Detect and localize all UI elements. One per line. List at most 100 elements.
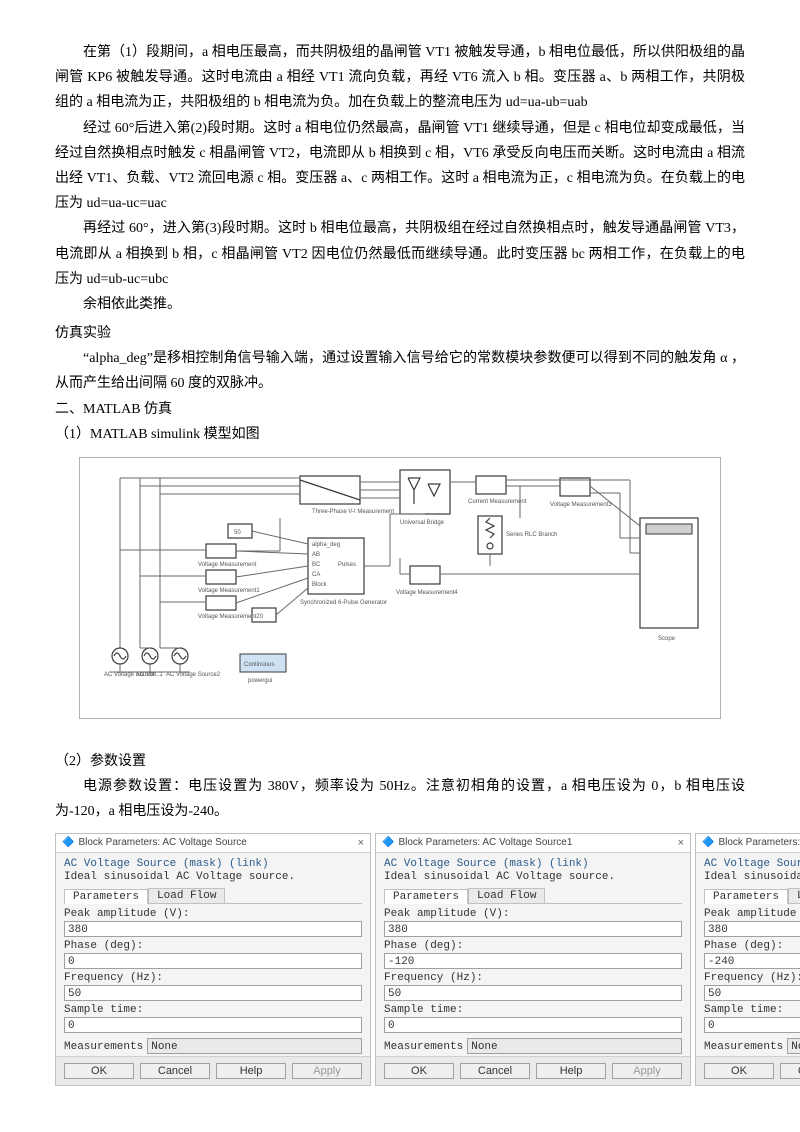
peak-label: Peak amplitude (V):	[64, 908, 362, 920]
heading-matlab: 二、MATLAB 仿真	[55, 397, 745, 422]
freq-input[interactable]: 50	[704, 985, 800, 1001]
heading-model: （1）MATLAB simulink 模型如图	[55, 422, 745, 447]
dialog-source-a: 🔷 Block Parameters: AC Voltage Source × …	[55, 833, 371, 1086]
paragraph-3: 再经过 60°，进入第(3)段时期。这时 b 相电位最高，共阴极组在经过自然换相…	[55, 216, 745, 292]
peak-label: Peak amplitude (V):	[704, 908, 800, 920]
paragraph-6: “alpha_deg”是移相控制角信号输入端，通过设置输入信号给它的常数模块参数…	[55, 346, 745, 396]
close-icon[interactable]: ×	[358, 837, 364, 849]
sample-label: Sample time:	[384, 1004, 682, 1016]
mask-desc: Ideal sinusoidal AC Voltage source.	[384, 871, 682, 883]
meas-select[interactable]: None	[467, 1038, 682, 1054]
ok-button[interactable]: OK	[64, 1063, 134, 1079]
dialog-title: 🔷 Block Parameters: AC Voltage Source2 ×	[696, 834, 800, 853]
paragraph-2: 经过 60°后进入第(2)段时期。这时 a 相电位仍然最高，晶闸管 VT1 继续…	[55, 116, 745, 217]
tab-loadflow[interactable]: Load Flow	[468, 888, 545, 903]
svg-text:Three-Phase V-I Measurement: Three-Phase V-I Measurement	[312, 509, 394, 515]
tab-loadflow[interactable]: Load Flow	[148, 888, 225, 903]
peak-label: Peak amplitude (V):	[384, 908, 682, 920]
cancel-button[interactable]: Cancel	[460, 1063, 530, 1079]
dialog-title: 🔷 Block Parameters: AC Voltage Source ×	[56, 834, 370, 853]
mask-heading: AC Voltage Source (mask) (link)	[64, 858, 362, 870]
svg-text:Series RLC Branch: Series RLC Branch	[506, 532, 557, 538]
sample-input[interactable]: 0	[64, 1017, 362, 1033]
peak-input[interactable]: 380	[64, 921, 362, 937]
tab-parameters[interactable]: Parameters	[704, 889, 788, 904]
apply-button[interactable]: Apply	[612, 1063, 682, 1079]
dialog-title: 🔷 Block Parameters: AC Voltage Source1 ×	[376, 834, 690, 853]
phase-input[interactable]: -240	[704, 953, 800, 969]
ok-button[interactable]: OK	[704, 1063, 774, 1079]
meas-label: Measurements	[384, 1041, 463, 1053]
mask-heading: AC Voltage Source (mask) (link)	[704, 858, 800, 870]
dialog-source-c: 🔷 Block Parameters: AC Voltage Source2 ×…	[695, 833, 800, 1086]
dialog-title-text: Block Parameters: AC Voltage Source1	[398, 837, 572, 848]
phase-label: Phase (deg):	[384, 940, 682, 952]
ok-button[interactable]: OK	[384, 1063, 454, 1079]
help-button[interactable]: Help	[536, 1063, 606, 1079]
dialog-source-b: 🔷 Block Parameters: AC Voltage Source1 ×…	[375, 833, 691, 1086]
svg-text:Voltage Measurement1: Voltage Measurement1	[198, 588, 260, 594]
dialog-title-text: Block Parameters: AC Voltage Source2	[718, 837, 800, 848]
svg-text:AB: AB	[312, 552, 320, 558]
apply-button[interactable]: Apply	[292, 1063, 362, 1079]
dialog-row: 🔷 Block Parameters: AC Voltage Source × …	[55, 833, 745, 1086]
heading-param: （2）参数设置	[55, 749, 745, 774]
mask-desc: Ideal sinusoidal AC Voltage source.	[64, 871, 362, 883]
phase-input[interactable]: -120	[384, 953, 682, 969]
freq-input[interactable]: 50	[64, 985, 362, 1001]
svg-text:AC Volt..1: AC Volt..1	[136, 672, 163, 678]
svg-text:Scope: Scope	[658, 636, 676, 642]
dialog-title-text: Block Parameters: AC Voltage Source	[78, 837, 246, 848]
svg-text:Voltage Measurement: Voltage Measurement	[198, 562, 257, 568]
paragraph-1: 在第（1）段期间，a 相电压最高，而共阴极组的晶闸管 VT1 被触发导通，b 相…	[55, 40, 745, 116]
svg-text:alpha_deg: alpha_deg	[312, 542, 340, 548]
meas-select[interactable]: None	[787, 1038, 800, 1054]
meas-label: Measurements	[64, 1041, 143, 1053]
svg-text:Continuous: Continuous	[244, 662, 274, 668]
mask-desc: Ideal sinusoidal AC Voltage source.	[704, 871, 800, 883]
svg-text:CA: CA	[312, 572, 320, 578]
svg-text:AC Voltage Source2: AC Voltage Source2	[166, 672, 221, 678]
svg-text:Pulses: Pulses	[338, 562, 356, 568]
svg-text:powergui: powergui	[248, 678, 272, 684]
paragraph-4: 余相依此类推。	[55, 292, 745, 317]
close-icon[interactable]: ×	[678, 837, 684, 849]
cancel-button[interactable]: Cancel	[140, 1063, 210, 1079]
dialog-icon: 🔷	[382, 837, 394, 848]
cancel-button[interactable]: Cancel	[780, 1063, 800, 1079]
peak-input[interactable]: 380	[384, 921, 682, 937]
tab-loadflow[interactable]: Load Flow	[788, 888, 800, 903]
svg-text:Block: Block	[312, 582, 328, 588]
dialog-icon: 🔷	[702, 837, 714, 848]
freq-label: Frequency (Hz):	[704, 972, 800, 984]
dialog-icon: 🔷	[62, 837, 74, 848]
sample-input[interactable]: 0	[384, 1017, 682, 1033]
phase-input[interactable]: 0	[64, 953, 362, 969]
freq-label: Frequency (Hz):	[64, 972, 362, 984]
svg-text:Universal Bridge: Universal Bridge	[400, 520, 445, 526]
simulink-diagram: Three-Phase V-I Measurement Universal Br…	[79, 457, 721, 719]
sample-input[interactable]: 0	[704, 1017, 800, 1033]
paragraph-10: 电源参数设置：电压设置为 380V，频率设为 50Hz。注意初相角的设置，a 相…	[55, 774, 745, 824]
freq-label: Frequency (Hz):	[384, 972, 682, 984]
meas-select[interactable]: None	[147, 1038, 362, 1054]
svg-text:Voltage Measurement4: Voltage Measurement4	[396, 590, 458, 596]
peak-input[interactable]: 380	[704, 921, 800, 937]
tab-parameters[interactable]: Parameters	[384, 889, 468, 904]
svg-text:Voltage Measurement2: Voltage Measurement2	[198, 614, 260, 620]
sample-label: Sample time:	[64, 1004, 362, 1016]
mask-heading: AC Voltage Source (mask) (link)	[384, 858, 682, 870]
svg-text:BC: BC	[312, 562, 321, 568]
tab-parameters[interactable]: Parameters	[64, 889, 148, 904]
heading-simulation: 仿真实验	[55, 321, 745, 346]
svg-text:Voltage Measurement3: Voltage Measurement3	[550, 502, 612, 508]
svg-text:Synchronized 6-Pulse Generator: Synchronized 6-Pulse Generator	[300, 600, 387, 606]
phase-label: Phase (deg):	[64, 940, 362, 952]
help-button[interactable]: Help	[216, 1063, 286, 1079]
svg-text:Current Measurement: Current Measurement	[468, 499, 527, 505]
phase-label: Phase (deg):	[704, 940, 800, 952]
svg-text:50: 50	[234, 530, 241, 536]
freq-input[interactable]: 50	[384, 985, 682, 1001]
meas-label: Measurements	[704, 1041, 783, 1053]
sample-label: Sample time:	[704, 1004, 800, 1016]
